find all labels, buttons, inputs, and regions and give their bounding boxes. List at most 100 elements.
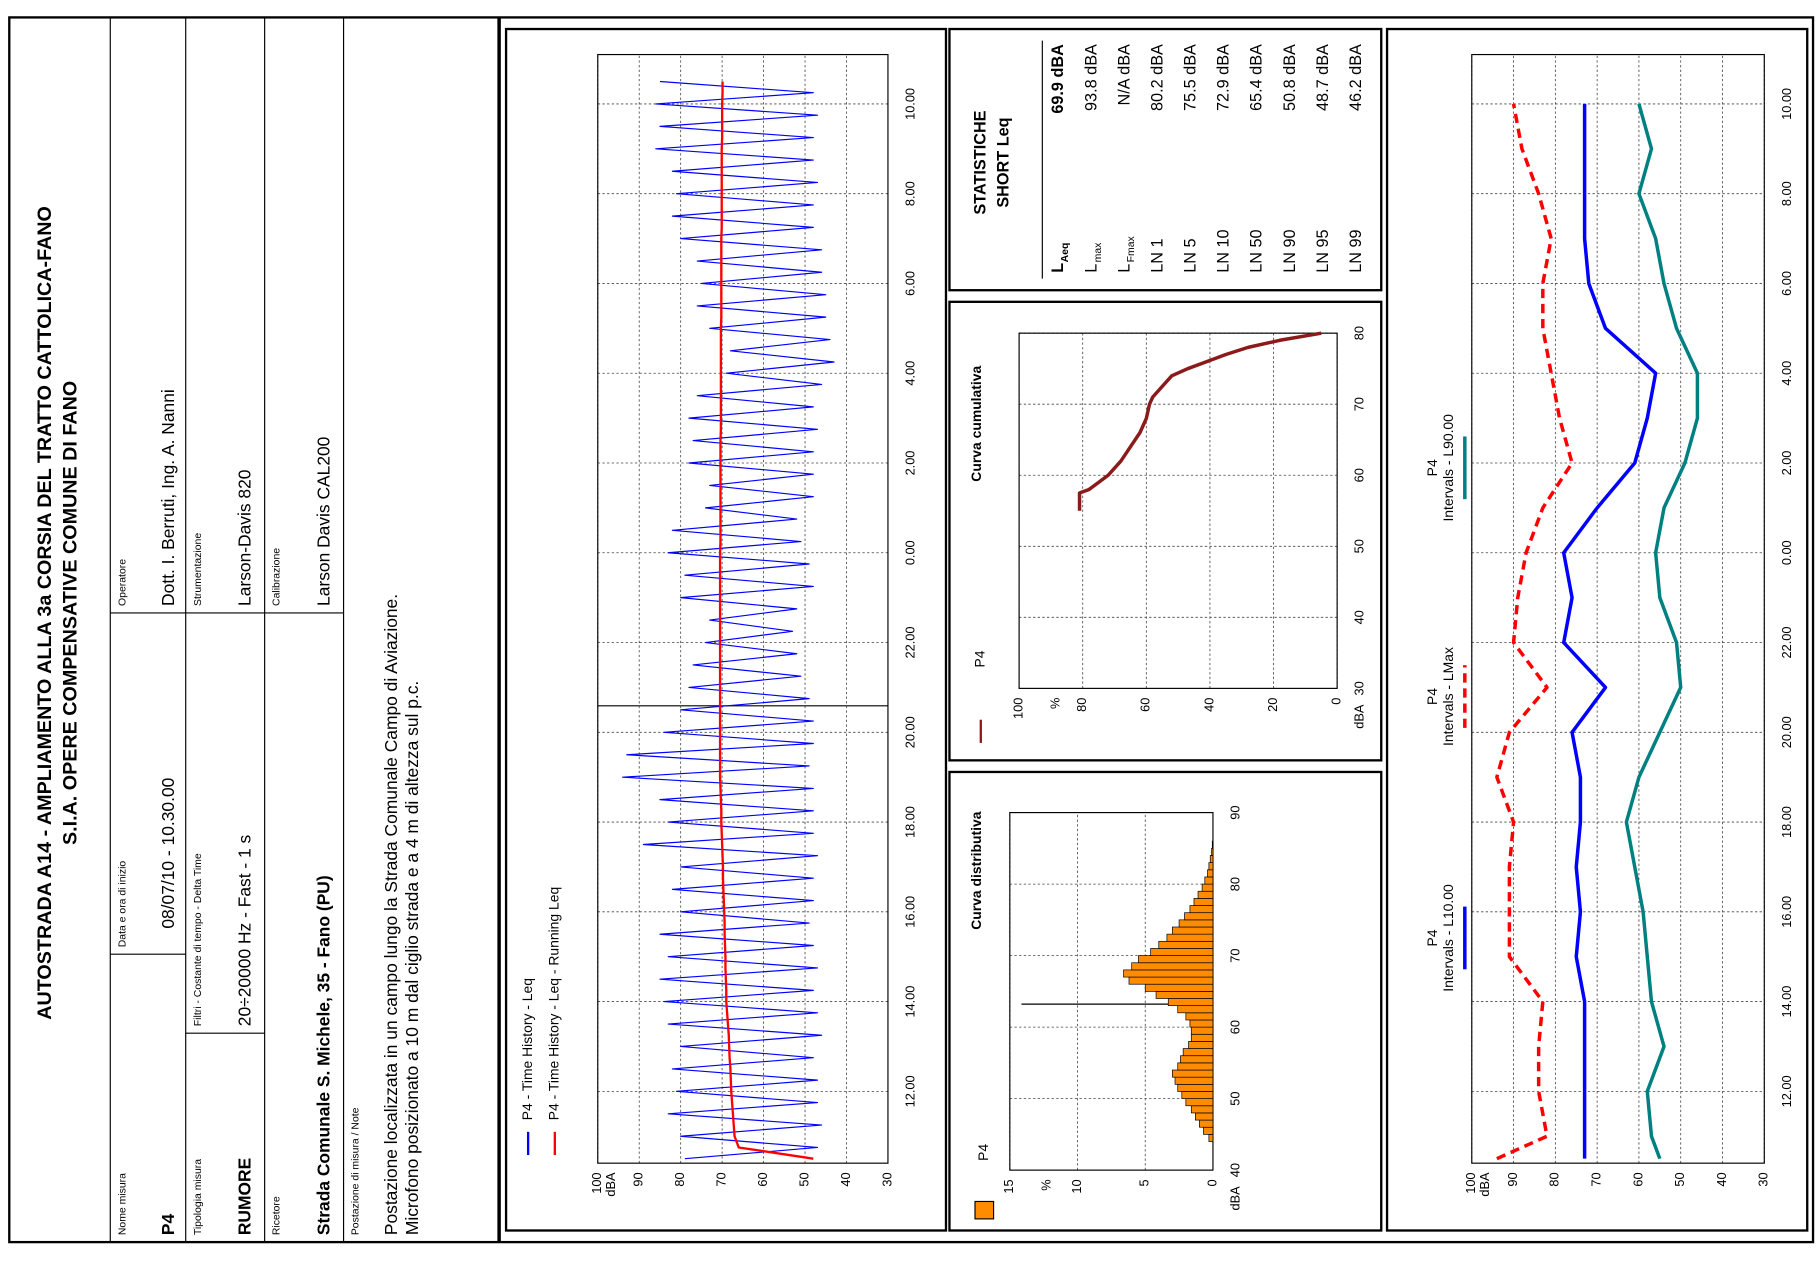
x-tick-label: 22.00 xyxy=(903,627,918,659)
y-axis-label: dBA xyxy=(603,1172,618,1197)
report-subtitle: S.I.A. OPERE COMPENSATIVE COMUNE DI FANO xyxy=(60,381,82,845)
x-tick-label: 22.00 xyxy=(1779,627,1794,659)
x-tick-label: 20.00 xyxy=(903,716,918,748)
y-tick-label: 70 xyxy=(1589,1172,1604,1186)
bar xyxy=(1185,1012,1214,1021)
x-tick-label: 20.00 xyxy=(1779,716,1794,748)
report-title: AUTOSTRADA A14 - AMPLIAMENTO ALLA 3a COR… xyxy=(34,206,56,1020)
stat-label: LN 5 xyxy=(1182,238,1200,272)
x-tick-label: 16.00 xyxy=(903,896,918,928)
y-tick-label: 30 xyxy=(879,1172,894,1186)
bar xyxy=(1177,1005,1214,1014)
y-axis-label: % xyxy=(1048,698,1063,709)
series-line xyxy=(718,81,814,1160)
stat-value: 69.9 dBA xyxy=(1049,44,1067,114)
y-tick-label: 70 xyxy=(714,1172,729,1186)
x-tick-label: 12.00 xyxy=(1779,1075,1794,1107)
x-tick-label: 50 xyxy=(1228,1092,1243,1106)
bar xyxy=(1199,1119,1214,1128)
field-value: Dott. I. Berruti, Ing. A. Nanni xyxy=(158,389,178,606)
bar xyxy=(1203,1126,1214,1135)
field-value: Strada Comunale S. Michele, 35 - Fano (P… xyxy=(314,875,334,1235)
bar xyxy=(1177,1083,1214,1092)
y-tick-label: 0 xyxy=(1329,698,1344,705)
bar xyxy=(1167,998,1214,1007)
bar xyxy=(1178,919,1214,928)
field-label: Filtri - Costante di tempo - Delta Time xyxy=(193,853,204,1026)
panel xyxy=(948,27,1383,292)
y-tick-label: 90 xyxy=(631,1172,646,1186)
x-tick-label: 50 xyxy=(1352,539,1367,553)
x-tick-label: 80 xyxy=(1352,326,1367,340)
legend-label: Intervals - LMax xyxy=(1440,647,1456,746)
x-tick-label: 18.00 xyxy=(1779,806,1794,838)
bar xyxy=(1194,1112,1214,1121)
y-tick-label: 30 xyxy=(1756,1172,1771,1186)
x-tick-label: 8.00 xyxy=(1779,181,1794,206)
legend-label: P4 xyxy=(975,1144,991,1161)
x-tick-label: 4.00 xyxy=(903,361,918,386)
stats-title: SHORT Leq xyxy=(995,117,1013,207)
stat-value: 50.8 dBA xyxy=(1281,44,1299,111)
y-tick-label: 80 xyxy=(1074,698,1089,712)
bar xyxy=(1189,1019,1214,1028)
field-label: Data e ora di inizio xyxy=(117,861,128,948)
legend-label: Intervals - L10.00 xyxy=(1440,884,1456,992)
x-tick-label: 10.00 xyxy=(903,88,918,120)
stat-label: L xyxy=(1049,263,1067,273)
x-tick-label: 12.00 xyxy=(903,1075,918,1107)
stat-value: 72.9 dBA xyxy=(1215,44,1233,111)
bar xyxy=(1155,991,1214,999)
plot-frame xyxy=(1471,53,1765,1164)
y-tick-label: 40 xyxy=(838,1172,853,1186)
bar xyxy=(1184,912,1214,921)
x-tick-label: 90 xyxy=(1228,805,1243,819)
y-tick-label: 100 xyxy=(1010,698,1025,719)
x-tick-label: 0.00 xyxy=(1779,540,1794,565)
bar xyxy=(1190,1026,1214,1035)
bar xyxy=(1189,905,1214,914)
legend-swatch xyxy=(974,1200,995,1220)
series-line xyxy=(1077,331,1322,511)
y-tick-label: 40 xyxy=(1201,698,1216,712)
panel xyxy=(1385,27,1809,1232)
field-value: P4 xyxy=(158,1214,178,1236)
legend-label: P4 - Time History - Leq - Running Leq xyxy=(545,887,561,1120)
stat-label: LN 1 xyxy=(1148,238,1166,272)
x-axis-label: dBA xyxy=(1352,704,1367,729)
field-label: Tipologia misura xyxy=(193,1159,204,1235)
bar xyxy=(1128,976,1214,985)
note-line: Postazione localizzata in un campo lungo… xyxy=(381,594,401,1235)
x-tick-label: 70 xyxy=(1352,397,1367,411)
field-label: Nome misura xyxy=(117,1173,128,1235)
x-tick-label: 40 xyxy=(1352,610,1367,624)
x-tick-label: 70 xyxy=(1228,949,1243,963)
y-tick-label: 10 xyxy=(1069,1179,1084,1193)
stat-sub: Fmax xyxy=(1126,235,1137,262)
bar xyxy=(1144,983,1214,992)
legend-title: P4 xyxy=(1424,688,1440,705)
x-tick-label: 0.00 xyxy=(903,540,918,565)
x-tick-label: 14.00 xyxy=(903,986,918,1018)
stat-value: 75.5 dBA xyxy=(1182,44,1200,111)
bar xyxy=(1131,962,1214,971)
x-tick-label: 60 xyxy=(1228,1020,1243,1034)
y-tick-label: 100 xyxy=(1463,1172,1478,1193)
x-tick-label: 30 xyxy=(1352,681,1367,695)
y-tick-label: 5 xyxy=(1137,1179,1152,1186)
x-tick-label: 6.00 xyxy=(903,271,918,296)
x-tick-label: 14.00 xyxy=(1779,986,1794,1018)
bar xyxy=(1166,933,1214,942)
chart-title: Curva cumulativa xyxy=(968,365,984,481)
x-tick-label: 80 xyxy=(1228,877,1243,891)
stat-value: 46.2 dBA xyxy=(1347,44,1365,111)
y-tick-label: 15 xyxy=(1001,1179,1016,1193)
field-label: Operatore xyxy=(117,559,128,606)
stat-label: LN 10 xyxy=(1215,229,1233,272)
series-line xyxy=(1561,103,1658,1159)
stat-label: LN 99 xyxy=(1347,229,1365,272)
stat-sub: Aeq xyxy=(1060,243,1071,263)
y-tick-label: 80 xyxy=(672,1172,687,1186)
bar xyxy=(1181,1091,1214,1099)
